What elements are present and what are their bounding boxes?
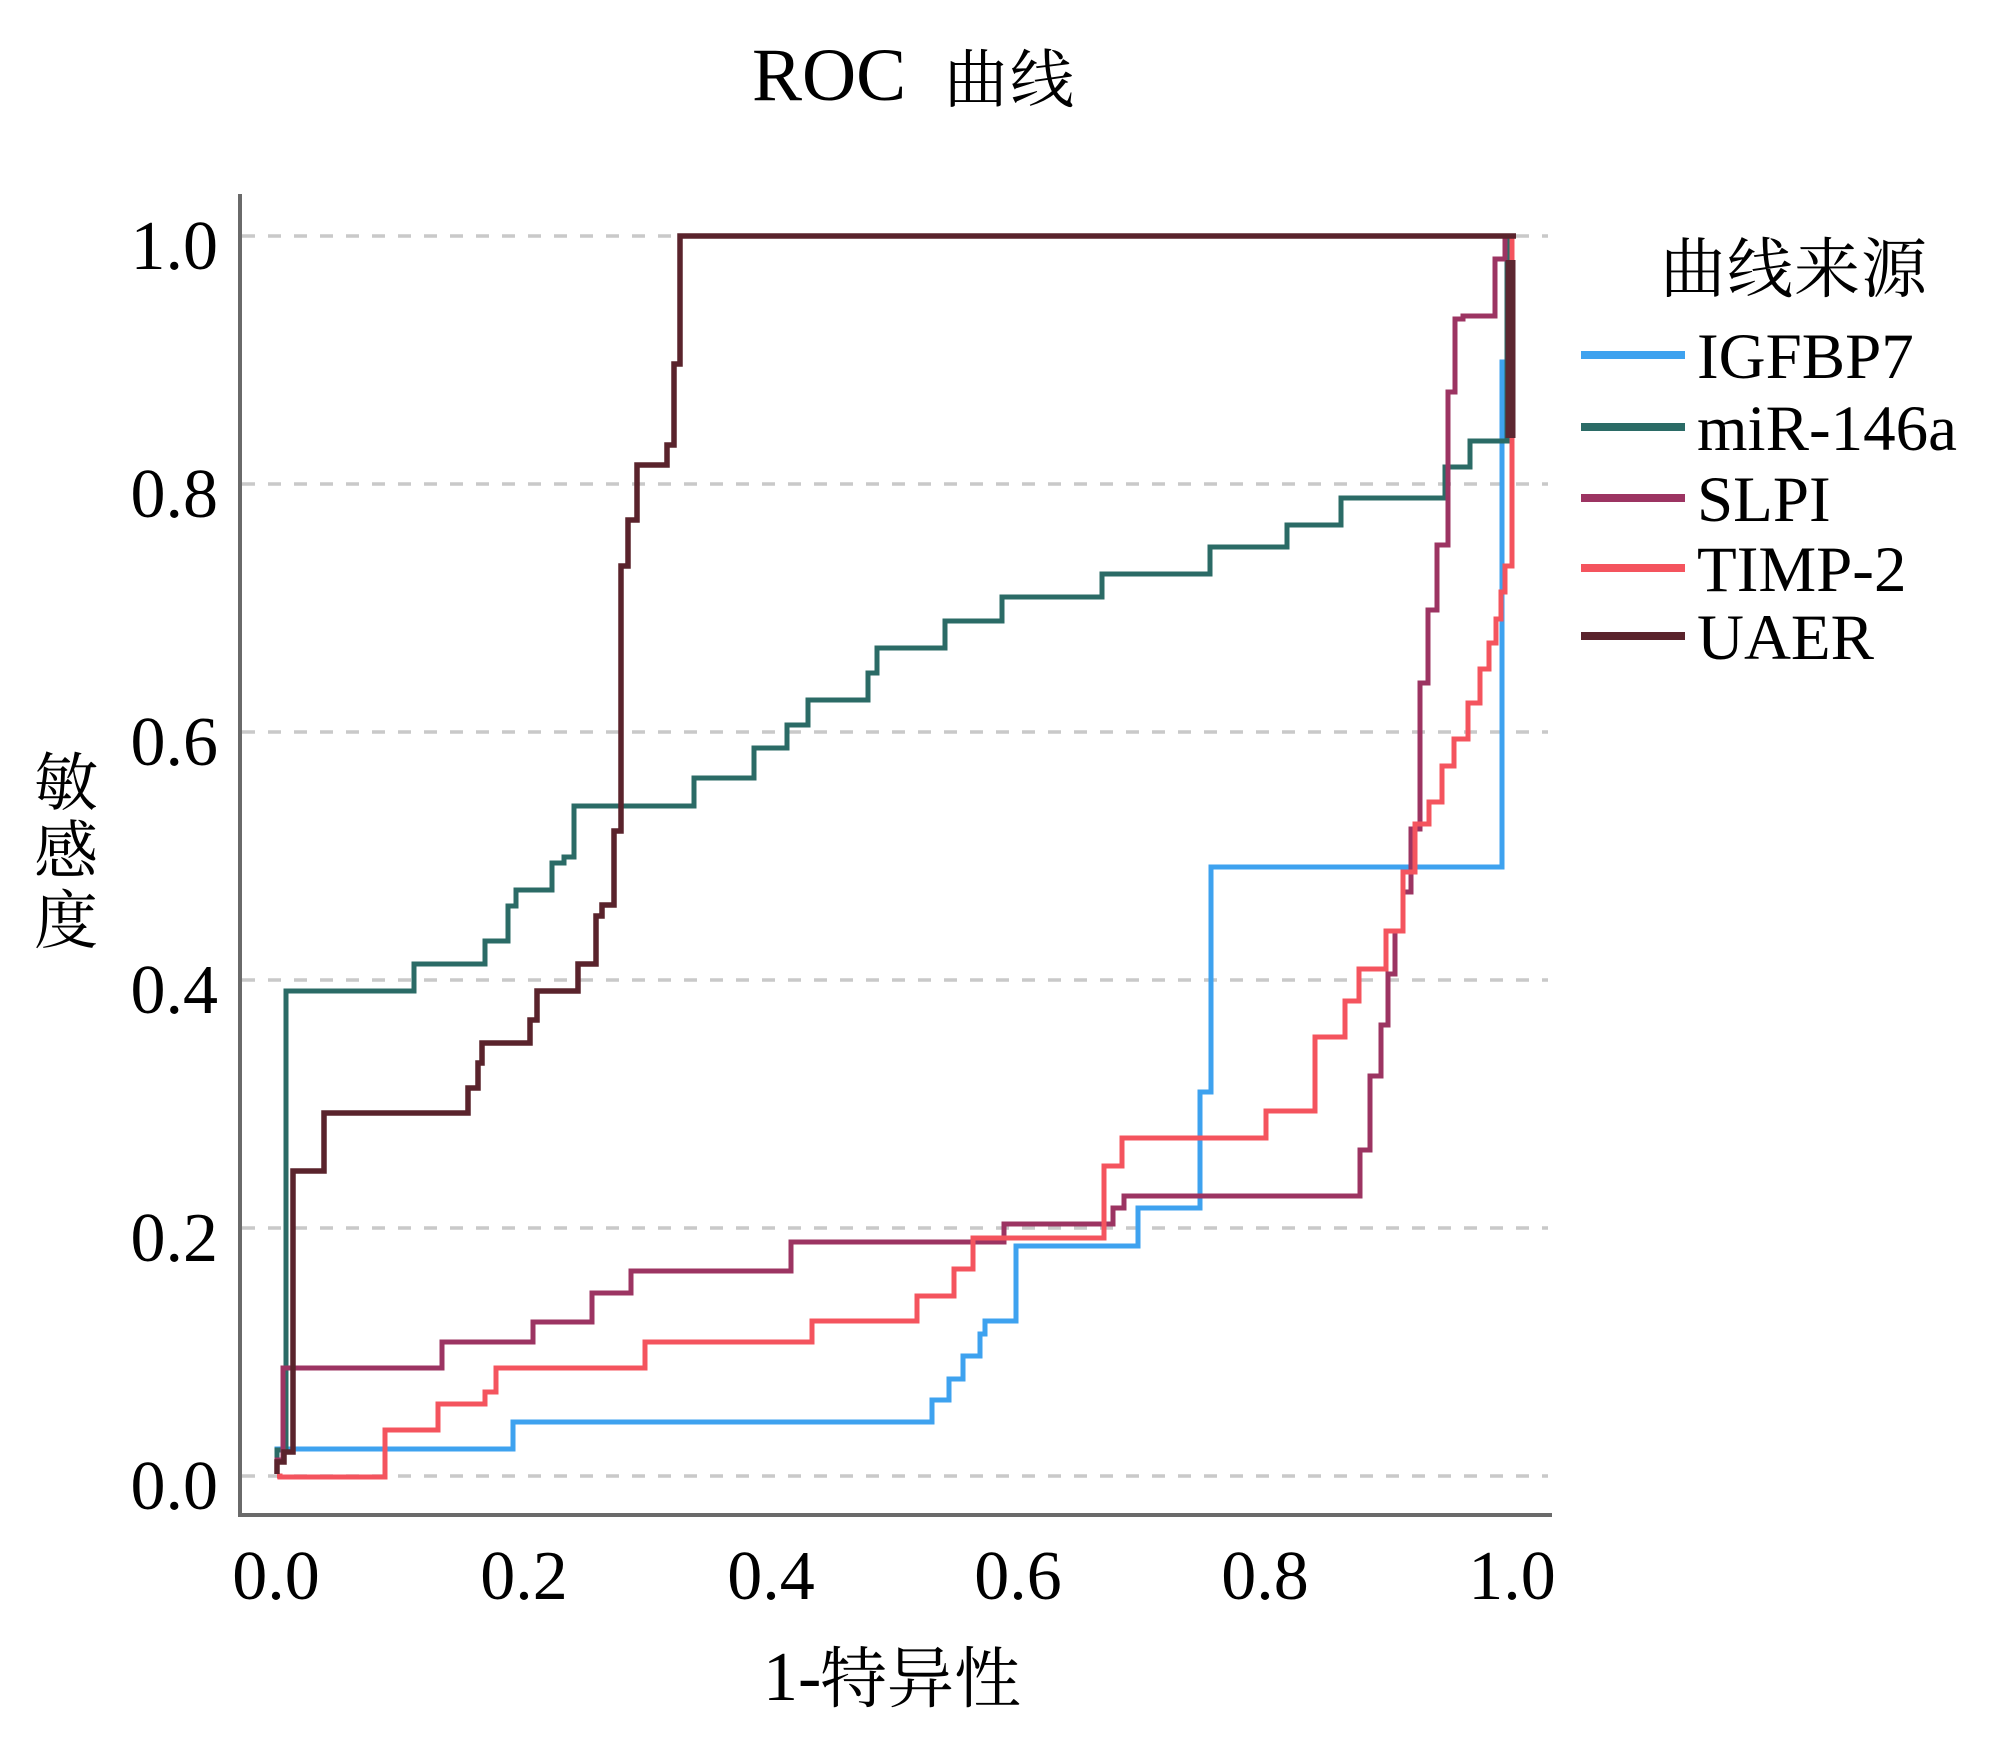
svg-text:TIMP-2: TIMP-2: [1697, 534, 1906, 606]
svg-text:ROC: ROC: [752, 34, 906, 117]
svg-text:0.2: 0.2: [131, 1200, 219, 1277]
svg-text:miR-146a: miR-146a: [1697, 393, 1957, 465]
svg-text:0.4: 0.4: [727, 1538, 815, 1615]
svg-text:0.6: 0.6: [974, 1538, 1062, 1615]
svg-text:1.0: 1.0: [131, 208, 219, 285]
svg-text:0.6: 0.6: [131, 704, 219, 781]
svg-text:IGFBP7: IGFBP7: [1697, 321, 1914, 393]
svg-text:0.8: 0.8: [131, 456, 219, 533]
svg-text:0.8: 0.8: [1221, 1538, 1309, 1615]
svg-text:0.0: 0.0: [232, 1538, 320, 1615]
svg-text:0.0: 0.0: [131, 1448, 219, 1525]
svg-text:SLPI: SLPI: [1697, 464, 1831, 536]
svg-text:UAER: UAER: [1697, 602, 1875, 674]
svg-text:1-: 1-: [763, 1639, 821, 1716]
svg-text:1.0: 1.0: [1468, 1538, 1556, 1615]
svg-text:0.4: 0.4: [131, 952, 219, 1029]
svg-text:0.2: 0.2: [480, 1538, 568, 1615]
